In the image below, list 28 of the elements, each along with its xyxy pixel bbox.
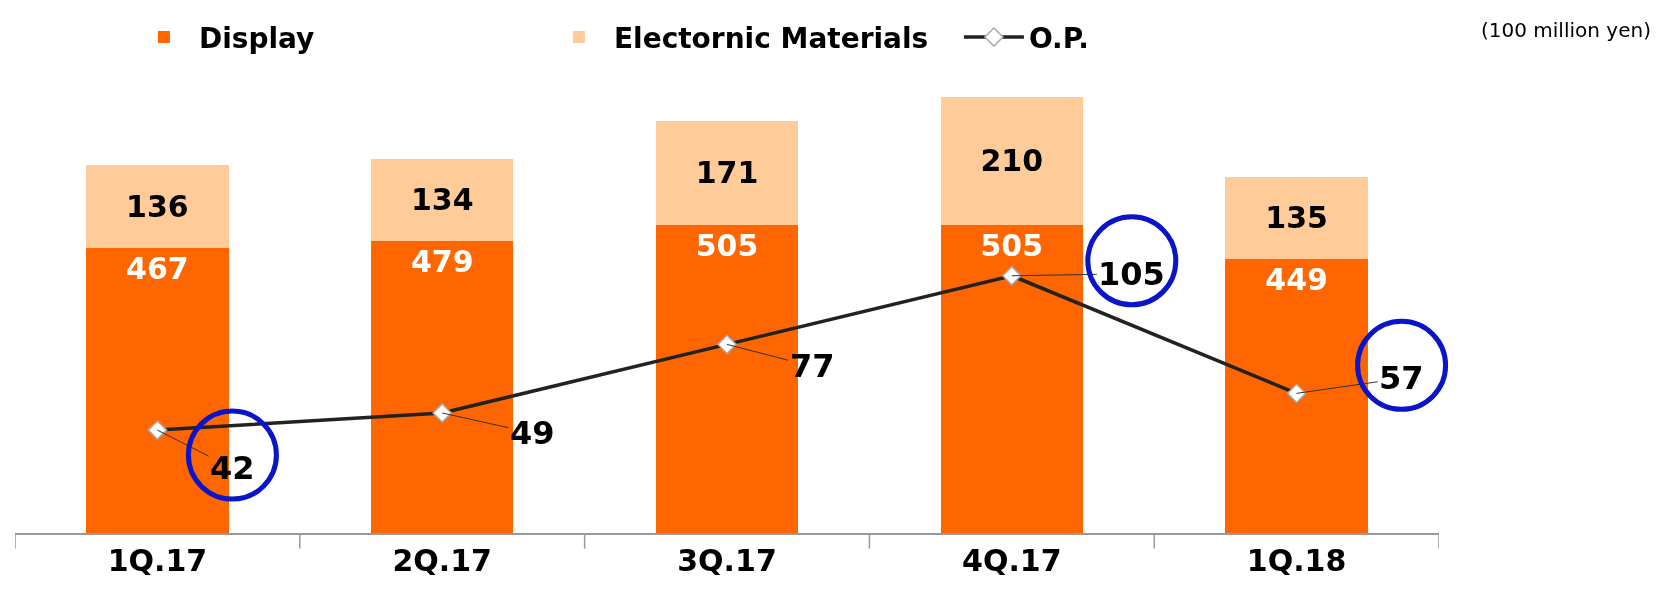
data-label: 57 [1379, 359, 1424, 397]
bar [86, 165, 229, 249]
data-label: 467 [126, 251, 189, 287]
bar [940, 224, 1083, 533]
text: (100 million yen) [1481, 18, 1651, 42]
data-label: 135 [1265, 200, 1328, 236]
data-label: 136 [126, 189, 189, 225]
data-label: 134 [410, 182, 474, 218]
data-label: 171 [695, 155, 759, 191]
bar [371, 158, 514, 241]
bar [1225, 259, 1368, 533]
data-label: 210 [980, 143, 1044, 179]
x-tick-label: 1Q.18 [1246, 542, 1347, 578]
data-label: 505 [695, 227, 759, 263]
x-tick-label: 2Q.17 [392, 542, 492, 578]
legend-label: Electornic Materials [613, 21, 929, 55]
data-label: 505 [980, 227, 1044, 263]
data-label: 449 [1265, 262, 1328, 298]
bar [940, 96, 1083, 225]
data-label: 479 [410, 243, 474, 279]
legend-label: Display [198, 21, 315, 55]
legend-label: O.P. [1028, 21, 1089, 55]
x-tick-label: 1Q.17 [107, 542, 208, 578]
data-label: 105 [1098, 255, 1165, 293]
x-tick-label: 4Q.17 [962, 542, 1062, 578]
bar [1225, 176, 1368, 260]
x-tick-label: 3Q.17 [677, 542, 777, 578]
bar [655, 120, 799, 225]
